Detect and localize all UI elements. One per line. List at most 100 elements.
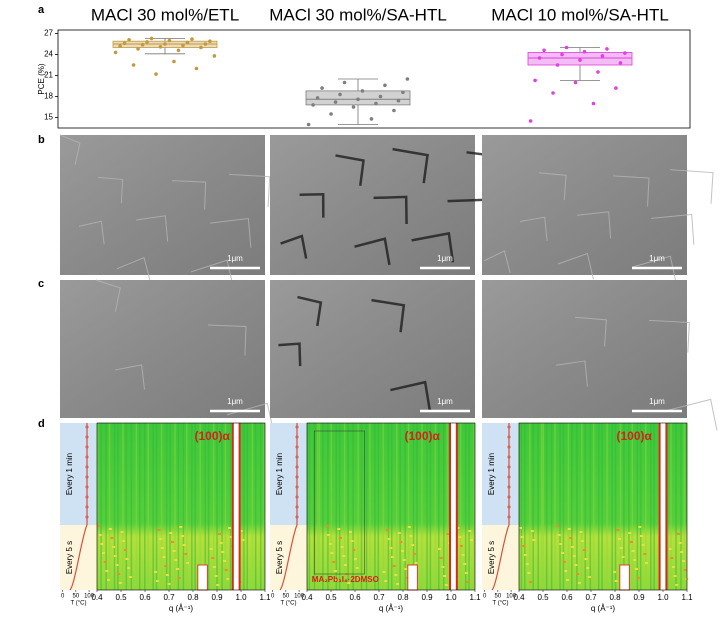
heatmap-streak bbox=[357, 423, 359, 590]
heatmap-streak bbox=[207, 423, 210, 590]
heatmap-speckle bbox=[241, 539, 245, 541]
heatmap-speckle bbox=[165, 574, 169, 576]
data-point bbox=[329, 112, 333, 116]
heatmap-streak bbox=[327, 423, 329, 590]
heatmap-speckle bbox=[182, 544, 186, 546]
heatmap-streak bbox=[459, 423, 462, 590]
heatmap-speckle bbox=[128, 576, 132, 578]
grain-boundary bbox=[78, 220, 105, 245]
heatmap-speckle bbox=[179, 526, 183, 528]
temperature-marker bbox=[85, 455, 89, 459]
heatmap-streak bbox=[683, 423, 686, 590]
heatmap-speckle bbox=[634, 568, 638, 570]
heatmap-streak bbox=[412, 423, 415, 590]
heatmap-speckle bbox=[681, 560, 685, 562]
heatmap-speckle bbox=[162, 556, 166, 558]
data-point bbox=[315, 96, 320, 100]
heatmap-speckle bbox=[105, 570, 109, 572]
heatmap-streak bbox=[308, 423, 311, 590]
grain-boundary bbox=[667, 398, 718, 431]
temperature-marker bbox=[295, 515, 299, 519]
heatmap-streak bbox=[360, 423, 363, 590]
temperature-marker bbox=[295, 505, 299, 509]
heatmap-speckle bbox=[228, 527, 232, 529]
heatmap-speckle bbox=[561, 552, 564, 554]
y-tick-label: 15 bbox=[44, 113, 53, 122]
x-tick-label: 1.0 bbox=[235, 593, 247, 602]
data-point bbox=[131, 63, 136, 67]
temperature-profile bbox=[491, 423, 510, 591]
heatmap-streak bbox=[540, 423, 543, 590]
heatmap-streak bbox=[135, 423, 138, 590]
heatmap-speckle bbox=[676, 533, 680, 535]
heatmap-streak bbox=[601, 423, 603, 590]
grain-boundary bbox=[519, 216, 548, 242]
x-tick-label: 1.1 bbox=[469, 593, 481, 602]
heatmap-streak bbox=[221, 423, 223, 590]
heatmap-streak bbox=[443, 423, 445, 590]
slow-region bbox=[270, 423, 307, 525]
data-point bbox=[605, 47, 609, 51]
grain-boundary bbox=[299, 192, 325, 218]
y-tick-label: 24 bbox=[44, 50, 53, 59]
heatmap-streak bbox=[614, 423, 617, 590]
heatmap-streak bbox=[429, 423, 432, 590]
scale-bar-label: 1μm bbox=[227, 254, 243, 263]
temperature-marker bbox=[507, 495, 511, 499]
temperature-marker bbox=[295, 455, 299, 459]
data-point bbox=[163, 42, 167, 46]
panel-label: d bbox=[38, 418, 45, 430]
peak-label: (100)α bbox=[617, 429, 653, 443]
data-point bbox=[591, 101, 596, 106]
heatmap-speckle bbox=[333, 570, 337, 572]
temperature-marker bbox=[295, 485, 299, 489]
fast-label: Every 5 s bbox=[275, 541, 284, 574]
sem-image bbox=[270, 280, 475, 418]
heatmap-speckle bbox=[581, 540, 585, 542]
group-title: MACl 10 mol%/SA-HTL bbox=[491, 5, 669, 24]
heatmap-speckle bbox=[402, 559, 406, 561]
temperature-marker bbox=[85, 475, 89, 479]
heatmap-speckle bbox=[340, 546, 344, 548]
heatmap-speckle bbox=[354, 558, 358, 560]
heatmap-speckle bbox=[330, 552, 334, 554]
heatmap-speckle bbox=[520, 536, 524, 538]
data-point bbox=[190, 37, 194, 41]
data-point bbox=[555, 63, 560, 67]
temperature-marker bbox=[85, 465, 89, 469]
temperature-marker bbox=[295, 435, 299, 439]
heatmap-streak bbox=[186, 423, 188, 590]
temperature-marker bbox=[85, 495, 89, 499]
data-point bbox=[560, 52, 564, 57]
heatmap-streak bbox=[559, 423, 561, 590]
heatmap-streak bbox=[155, 423, 158, 590]
heatmap-speckle bbox=[586, 567, 590, 569]
temperature-marker bbox=[85, 425, 89, 429]
heatmap-speckle bbox=[385, 529, 389, 531]
data-point bbox=[596, 70, 600, 74]
temperature-marker bbox=[295, 475, 299, 479]
grain-boundary bbox=[190, 259, 235, 289]
heatmap-speckle bbox=[680, 551, 684, 553]
heatmap-speckle bbox=[164, 565, 168, 567]
temperature-marker bbox=[85, 505, 89, 509]
data-point bbox=[199, 45, 203, 50]
intermediate-label: MA₂Pb₃I₈·2DMSO bbox=[312, 575, 379, 584]
heatmap-streak bbox=[404, 423, 406, 590]
heatmap-speckle bbox=[332, 561, 336, 563]
heatmap-speckle bbox=[633, 559, 637, 561]
heatmap-speckle bbox=[224, 569, 228, 571]
slow-label: Every 1 min bbox=[275, 453, 284, 495]
heatmap-speckle bbox=[532, 539, 536, 541]
temperature-marker bbox=[507, 465, 511, 469]
x-tick-label: 1.1 bbox=[681, 593, 693, 602]
temperature-marker bbox=[295, 425, 299, 429]
grain-boundary bbox=[229, 173, 271, 207]
grain-boundary bbox=[136, 215, 169, 242]
heatmap-streak bbox=[545, 423, 548, 590]
t-tick-label: 100 bbox=[84, 594, 95, 600]
grain-boundary bbox=[98, 176, 124, 204]
heatmap-speckle bbox=[564, 570, 568, 572]
grain-boundary bbox=[392, 147, 429, 184]
heatmap-speckle bbox=[154, 571, 158, 573]
